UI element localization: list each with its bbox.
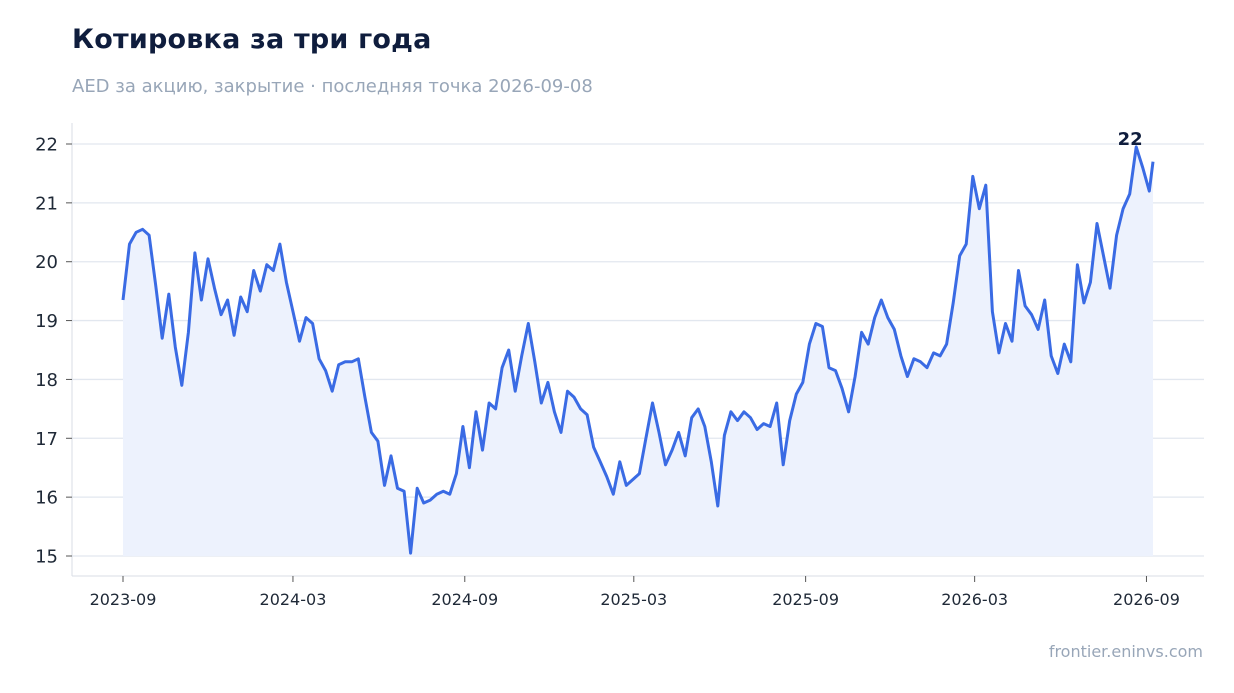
x-tick-label-2023-09: 2023-09 [90, 590, 157, 609]
price-series-line [121, 145, 1155, 555]
y-tick-label-16: 16 [35, 488, 58, 509]
y-tick-label-17: 17 [35, 429, 58, 450]
price-area-fill [123, 146, 1153, 556]
x-tick-label-2025-09: 2025-09 [772, 590, 839, 609]
y-tick-label-20: 20 [35, 252, 58, 273]
x-tick-label-2026-09: 2026-09 [1113, 590, 1180, 609]
y-tick-label-18: 18 [35, 370, 58, 391]
x-tick-label-2025-03: 2025-03 [600, 590, 667, 609]
y-tick-label-15: 15 [35, 547, 58, 568]
y-tick-label-22: 22 [35, 135, 58, 156]
y-tick-label-21: 21 [35, 193, 58, 214]
chart-subtitle: AED за акцию, закрытие · последняя точка… [72, 76, 593, 97]
x-tick-label-2026-03: 2026-03 [941, 590, 1008, 609]
last-value-label: 22 [1118, 129, 1143, 150]
x-tick-label-2024-03: 2024-03 [260, 590, 327, 609]
x-ticks: 2023-09 2024-03 2024-09 2025-03 2025-09 2026-… [90, 576, 1180, 609]
chart-title: Котировка за три года [72, 24, 432, 55]
y-ticks: 15 16 17 18 19 20 21 22 [35, 135, 72, 568]
y-tick-label-19: 19 [35, 311, 58, 332]
x-tick-label-2024-09: 2024-09 [431, 590, 498, 609]
source-credit: frontier.eninvs.com [1048, 642, 1203, 661]
